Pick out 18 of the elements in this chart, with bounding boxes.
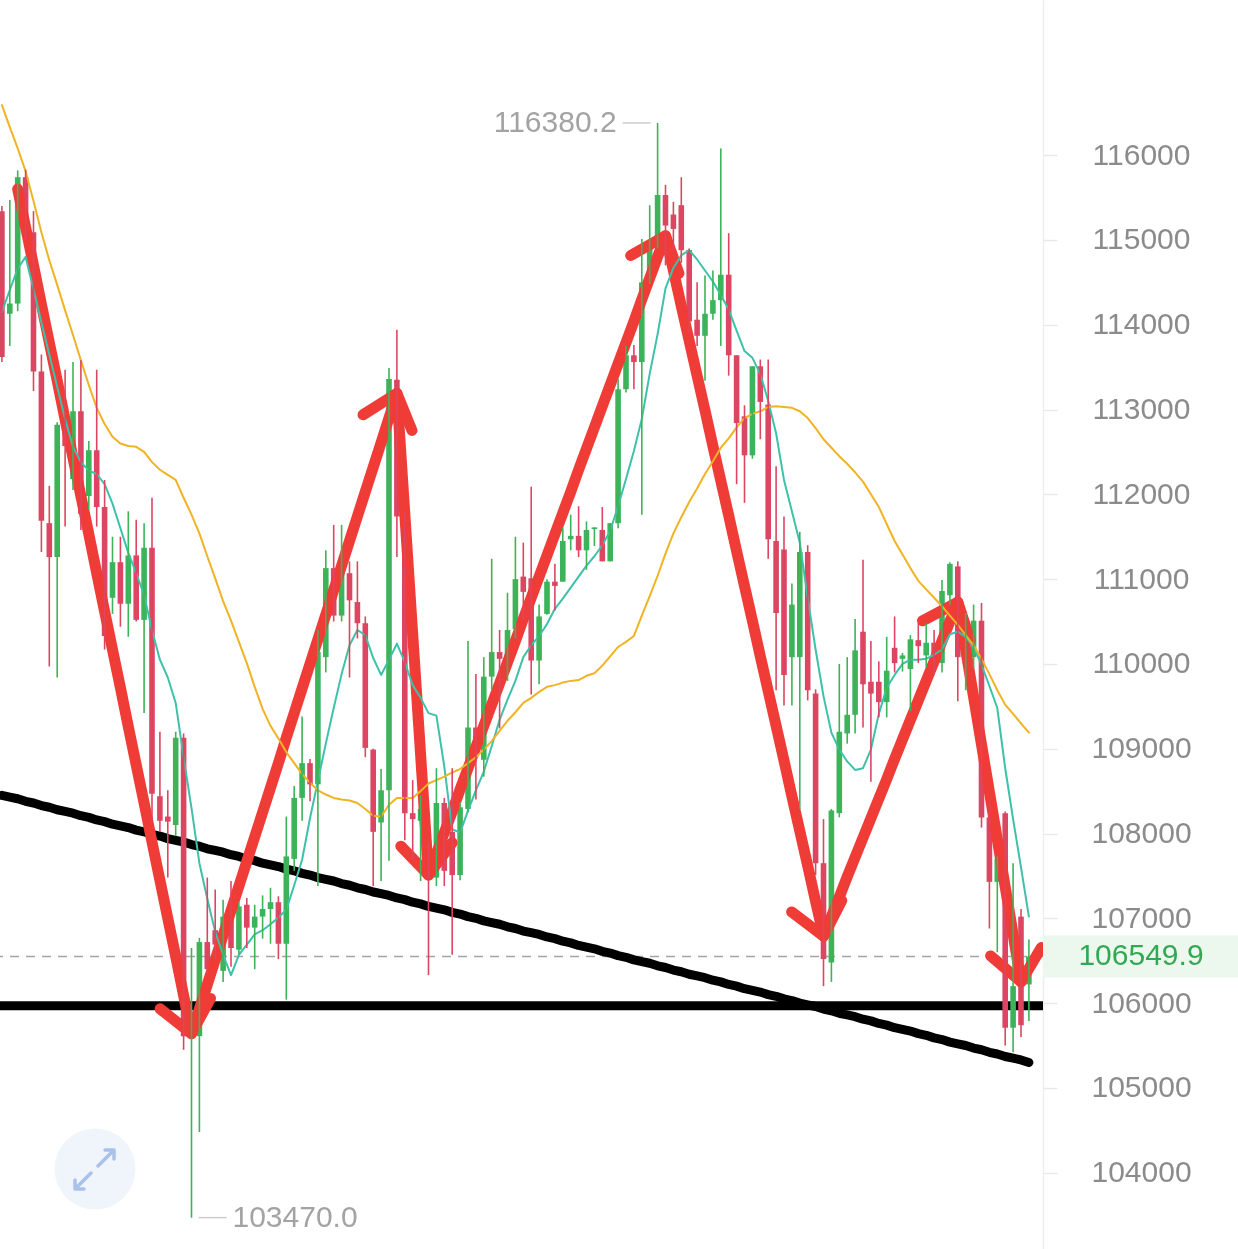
y-tick-label: 108000 <box>1091 816 1192 850</box>
y-tick-label: 106000 <box>1091 985 1192 1019</box>
y-tick-label: 114000 <box>1092 307 1191 341</box>
line-series <box>0 249 1030 977</box>
y-tick-label: 111000 <box>1093 561 1190 595</box>
y-tick-label: 104000 <box>1091 1155 1192 1189</box>
y-tick-label: 109000 <box>1091 731 1192 765</box>
annotation: 103470.0 <box>232 1199 358 1233</box>
ref-line-label: 106549.9 <box>1078 938 1204 972</box>
annotation: 116380.2 <box>493 104 617 138</box>
y-tick-label: 115000 <box>1092 222 1191 256</box>
line-series <box>0 104 1030 818</box>
y-tick-label: 107000 <box>1091 900 1192 934</box>
y-tick-label: 113000 <box>1092 392 1191 426</box>
y-tick-label: 110000 <box>1092 646 1191 680</box>
y-tick-label: 112000 <box>1092 476 1191 510</box>
y-tick-label: 116000 <box>1092 137 1191 171</box>
y-tick-label: 105000 <box>1091 1070 1192 1104</box>
